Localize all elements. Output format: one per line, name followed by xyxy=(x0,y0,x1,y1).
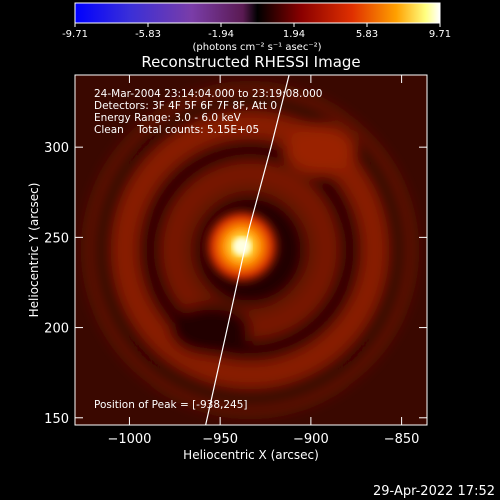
chart-title: Reconstructed RHESSI Image xyxy=(141,53,360,71)
colorbar-tick-label: 1.94 xyxy=(283,29,305,40)
x-tick-label: −850 xyxy=(384,432,420,447)
y-tick-label: 200 xyxy=(44,322,69,337)
colorbar-ticks: -9.71 -5.83 -1.94 1.94 5.83 9.71 xyxy=(62,23,451,40)
peak-source xyxy=(199,204,284,289)
footer-date: 29-Apr-2022 17:52 xyxy=(373,484,495,499)
x-tick-label: −900 xyxy=(293,432,329,447)
colorbar-tick-label: -5.83 xyxy=(135,29,161,40)
colorbar-tick-label: -9.71 xyxy=(62,29,88,40)
peak-position-label: Position of Peak = [-938,245] xyxy=(94,399,248,411)
plot-frame xyxy=(74,74,428,426)
x-tick-label: −1000 xyxy=(107,432,151,447)
axis-ticks: −1000 −950 −900 −850 150 200 250 300 xyxy=(44,75,427,447)
info-line: Energy Range: 3.0 - 6.0 keV xyxy=(94,112,242,124)
heatmap-image xyxy=(75,75,427,425)
colorbar xyxy=(74,2,441,24)
colorbar-unit-label: (photons cm⁻² s⁻¹ asec⁻²) xyxy=(192,42,321,53)
y-axis-label: Heliocentric Y (arcsec) xyxy=(27,183,41,318)
info-line: Clean Total counts: 5.15E+05 xyxy=(94,124,259,136)
colorbar-tick-label: 5.83 xyxy=(356,29,378,40)
x-axis-label: Heliocentric X (arcsec) xyxy=(183,448,319,462)
y-tick-label: 250 xyxy=(44,231,69,246)
info-line: Detectors: 3F 4F 5F 6F 7F 8F, Att 0 xyxy=(94,100,277,112)
colorbar-tick-label: 9.71 xyxy=(429,29,451,40)
y-tick-label: 300 xyxy=(44,141,69,156)
info-line: 24-Mar-2004 23:14:04.000 to 23:19:08.000 xyxy=(94,88,322,100)
solar-limb-line xyxy=(205,75,290,425)
info-block: 24-Mar-2004 23:14:04.000 to 23:19:08.000… xyxy=(94,88,322,136)
x-tick-label: −950 xyxy=(202,432,238,447)
colorbar-tick-label: -1.94 xyxy=(208,29,234,40)
y-tick-label: 150 xyxy=(44,412,69,427)
